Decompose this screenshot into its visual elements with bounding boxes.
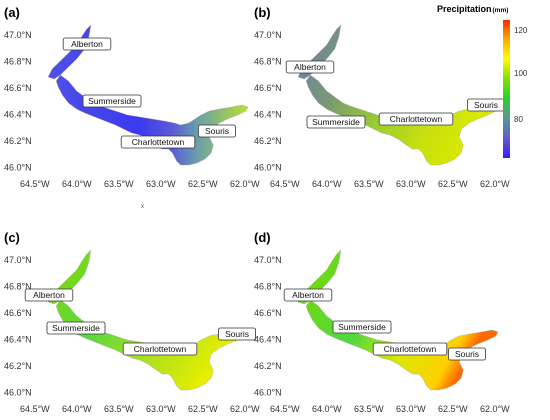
lon-tick: 62.5°W xyxy=(438,404,468,414)
lat-tick: 46.0°N xyxy=(254,388,282,398)
city-label-alberton: Alberton xyxy=(283,288,333,302)
lon-tick: 64.0°W xyxy=(62,404,92,414)
lat-tick: 46.6°N xyxy=(254,308,282,318)
lon-tick: 62.0°W xyxy=(230,404,260,414)
lon-tick: 63.0°W xyxy=(396,179,426,189)
lon-tick: 63.5°W xyxy=(354,179,384,189)
lon-tick: 64.0°W xyxy=(312,179,342,189)
lon-tick: 62.5°W xyxy=(188,179,218,189)
lat-tick: 46.8°N xyxy=(254,282,282,292)
lat-tick: 47.0°N xyxy=(254,30,282,40)
svg-text:Souris: Souris xyxy=(474,100,498,110)
panel-a: (a) 47.0°N 46.8°N 46.6°N 46.4°N 46.2°N 46.0°N 6… xyxy=(4,5,260,189)
legend-tick-80: 80 xyxy=(514,115,523,124)
city-label-summerside: Summerside xyxy=(82,94,142,108)
panel-c: (c) 47.0°N 46.8°N 46.6°N 46.4°N 46.2°N 46.0°N 6… xyxy=(4,230,260,414)
city-label-alberton: Alberton xyxy=(24,288,74,302)
lat-tick: 46.0°N xyxy=(4,388,32,398)
lat-tick: 46.4°N xyxy=(4,110,32,120)
lat-tick: 46.0°N xyxy=(4,163,32,173)
city-label-summerside: Summerside xyxy=(46,321,106,335)
city-label-souris: Souris xyxy=(466,98,505,112)
city-label-alberton: Alberton xyxy=(62,37,112,51)
lat-tick: 47.0°N xyxy=(4,30,32,40)
island-map xyxy=(47,249,249,391)
svg-text:Charlottetown: Charlottetown xyxy=(384,344,437,354)
lat-tick: 47.0°N xyxy=(254,255,282,265)
svg-text:Alberton: Alberton xyxy=(294,62,326,72)
lon-tick: 62.5°W xyxy=(188,404,218,414)
svg-text:Charlottetown: Charlottetown xyxy=(390,114,443,124)
svg-text:Charlottetown: Charlottetown xyxy=(132,137,185,147)
panel-d: (d) 47.0°N 46.8°N 46.6°N 46.4°N 46.2°N 46.0°N 6… xyxy=(254,230,510,414)
svg-text:Souris: Souris xyxy=(205,126,229,136)
lat-tick: 46.8°N xyxy=(4,57,32,67)
island-map xyxy=(297,249,499,391)
svg-text:Alberton: Alberton xyxy=(71,39,103,49)
city-label-charlottetown: Charlottetown xyxy=(372,342,448,356)
panel-b: (b) 47.0°N 46.8°N 46.6°N 46.4°N 46.2°N 46.0°N 6… xyxy=(254,5,510,189)
lon-tick: 62.0°W xyxy=(480,404,510,414)
svg-text:Charlottetown: Charlottetown xyxy=(134,344,187,354)
svg-text:Souris: Souris xyxy=(455,349,479,359)
svg-text:Summerside: Summerside xyxy=(312,117,360,127)
lon-tick: 62.0°W xyxy=(230,179,260,189)
lon-tick: 63.0°W xyxy=(396,404,426,414)
island-map xyxy=(297,24,499,166)
city-label-alberton: Alberton xyxy=(285,60,335,74)
svg-text:Souris: Souris xyxy=(225,329,249,339)
lat-tick: 46.8°N xyxy=(254,57,282,67)
city-label-charlottetown: Charlottetown xyxy=(378,112,454,126)
lat-tick: 46.2°N xyxy=(4,136,32,146)
svg-text:Summerside: Summerside xyxy=(88,96,136,106)
panel-label: (d) xyxy=(254,230,271,245)
legend-tick-100: 100 xyxy=(514,69,528,78)
panel-label: (b) xyxy=(254,5,271,20)
lon-tick: 64.5°W xyxy=(270,404,300,414)
svg-text:Summerside: Summerside xyxy=(338,322,386,332)
lon-tick: 63.0°W xyxy=(146,404,176,414)
panel-label: (a) xyxy=(4,5,20,20)
lon-tick: 63.5°W xyxy=(104,404,134,414)
lon-tick: 62.5°W xyxy=(438,179,468,189)
svg-text:Summerside: Summerside xyxy=(52,323,100,333)
lon-tick: 64.0°W xyxy=(312,404,342,414)
lon-tick: 63.5°W xyxy=(104,179,134,189)
city-label-charlottetown: Charlottetown xyxy=(122,342,198,356)
city-label-charlottetown: Charlottetown xyxy=(120,135,196,149)
legend-tick-120: 120 xyxy=(514,26,528,35)
city-label-souris: Souris xyxy=(197,124,236,138)
lon-tick: 64.5°W xyxy=(20,179,50,189)
lon-tick: 63.5°W xyxy=(354,404,384,414)
lat-tick: 46.6°N xyxy=(254,83,282,93)
lat-tick: 46.4°N xyxy=(254,110,282,120)
lon-tick: 64.5°W xyxy=(270,179,300,189)
panel-label: (c) xyxy=(4,230,20,245)
lat-tick: 46.2°N xyxy=(4,361,32,371)
lat-tick: 47.0°N xyxy=(4,255,32,265)
legend: Precipitation(mm) 120 100 80 xyxy=(437,4,528,158)
lat-tick: 46.4°N xyxy=(254,335,282,345)
city-label-souris: Souris xyxy=(217,327,256,341)
city-label-summerside: Summerside xyxy=(332,320,392,334)
lon-tick: 64.5°W xyxy=(20,404,50,414)
lon-tick: 64.0°W xyxy=(62,179,92,189)
legend-colorbar xyxy=(503,20,510,158)
svg-text:Alberton: Alberton xyxy=(33,290,65,300)
lat-tick: 46.8°N xyxy=(4,282,32,292)
lat-tick: 46.4°N xyxy=(4,335,32,345)
lat-tick: 46.6°N xyxy=(4,83,32,93)
city-label-summerside: Summerside xyxy=(306,115,366,129)
lat-tick: 46.6°N xyxy=(4,308,32,318)
legend-title: Precipitation(mm) xyxy=(437,4,508,14)
stray-mark: x xyxy=(141,204,144,210)
lat-tick: 46.2°N xyxy=(254,136,282,146)
lat-tick: 46.0°N xyxy=(254,163,282,173)
svg-text:Alberton: Alberton xyxy=(292,290,324,300)
lon-tick: 62.0°W xyxy=(480,179,510,189)
lon-tick: 63.0°W xyxy=(146,179,176,189)
lat-tick: 46.2°N xyxy=(254,361,282,371)
city-label-souris: Souris xyxy=(447,347,486,361)
